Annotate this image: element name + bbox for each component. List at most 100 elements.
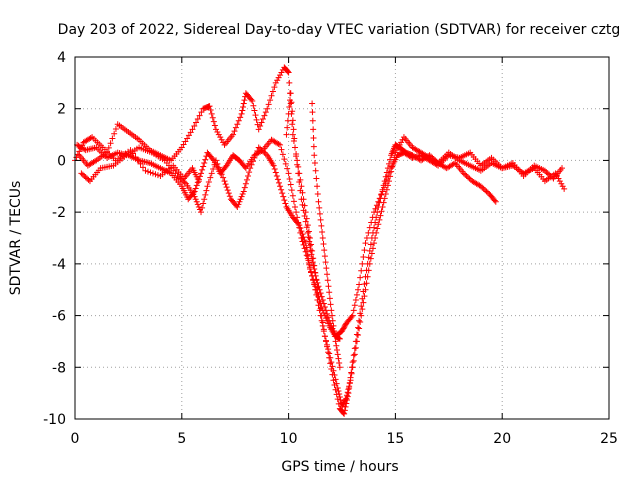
- data-point: [287, 90, 294, 97]
- data-point: [304, 253, 311, 260]
- data-point: [322, 259, 329, 266]
- data-point: [200, 200, 207, 207]
- data-point: [277, 72, 284, 79]
- data-point: [350, 357, 357, 364]
- data-point: [192, 185, 199, 192]
- data-point: [334, 384, 341, 391]
- data-point: [195, 203, 202, 210]
- data-point: [215, 131, 222, 138]
- y-tick-label: -2: [52, 205, 66, 221]
- data-point: [307, 247, 314, 254]
- data-point: [257, 145, 264, 152]
- data-point: [335, 387, 342, 394]
- data-point: [217, 134, 224, 141]
- data-point: [379, 203, 386, 210]
- data-point: [358, 267, 365, 274]
- data-point: [292, 203, 299, 210]
- data-point: [398, 139, 405, 146]
- data-point: [274, 77, 281, 84]
- data-point: [341, 322, 348, 329]
- y-tick-label: 0: [57, 153, 66, 169]
- data-point: [358, 312, 365, 319]
- data-point: [543, 169, 550, 176]
- axis-ticks: 0 5 10 15 20 25 -10 -8 -6 -4 -2 0 2 4: [43, 50, 618, 447]
- data-point: [372, 205, 379, 212]
- data-point: [309, 109, 316, 116]
- data-point: [175, 174, 182, 181]
- data-point: [371, 240, 378, 247]
- data-point: [463, 172, 470, 179]
- data-point: [362, 286, 369, 293]
- data-point: [399, 136, 406, 143]
- data-point: [336, 364, 343, 371]
- data-point: [358, 303, 365, 310]
- data-point: [393, 147, 400, 154]
- data-point: [309, 255, 316, 262]
- data-point: [340, 400, 347, 407]
- data-point: [112, 125, 119, 132]
- data-point: [385, 172, 392, 179]
- data-point: [352, 297, 359, 304]
- data-point: [357, 274, 364, 281]
- data-point: [480, 185, 487, 192]
- data-point: [321, 333, 328, 340]
- data-point: [340, 409, 347, 416]
- data-point: [258, 119, 265, 126]
- data-point: [196, 112, 203, 119]
- data-point: [340, 325, 347, 332]
- data-point: [319, 297, 326, 304]
- data-point: [348, 313, 355, 320]
- data-point: [286, 103, 293, 110]
- data-point: [235, 117, 242, 124]
- data-point: [318, 293, 325, 300]
- x-tick-label: 10: [280, 431, 298, 447]
- data-point: [310, 143, 317, 150]
- data-point: [321, 247, 328, 254]
- data-point: [206, 103, 213, 110]
- data-point: [328, 359, 335, 366]
- data-point: [294, 161, 301, 168]
- data-point: [278, 146, 285, 153]
- data-point: [556, 178, 563, 185]
- data-point: [320, 300, 327, 307]
- data-point: [308, 241, 315, 248]
- data-point: [194, 201, 201, 208]
- data-point: [373, 229, 380, 236]
- data-point: [365, 267, 372, 274]
- data-point: [280, 193, 287, 200]
- data-point: [284, 165, 291, 172]
- data-point: [541, 167, 548, 174]
- data-point: [371, 209, 378, 216]
- data-point: [230, 131, 237, 138]
- data-point: [289, 121, 296, 128]
- data-point: [365, 229, 372, 236]
- plot-frame: [74, 56, 610, 420]
- data-point: [205, 178, 212, 185]
- data-point: [317, 216, 324, 223]
- data-point: [477, 183, 484, 190]
- data-point: [281, 197, 288, 204]
- data-point: [324, 277, 331, 284]
- data-point: [329, 312, 336, 319]
- data-point: [207, 107, 214, 114]
- data-point: [210, 166, 217, 173]
- data-point: [376, 195, 383, 202]
- data-point: [342, 396, 349, 403]
- series-track-4: [283, 90, 343, 342]
- data-point: [225, 190, 232, 197]
- data-point: [271, 166, 278, 173]
- data-point: [285, 170, 292, 177]
- data-point: [79, 171, 86, 178]
- data-points: [72, 64, 568, 417]
- data-point: [275, 74, 282, 81]
- data-point: [546, 171, 553, 178]
- data-point: [282, 160, 289, 167]
- data-point: [326, 350, 333, 357]
- data-point: [271, 84, 278, 91]
- data-point: [311, 160, 318, 167]
- data-point: [339, 328, 345, 335]
- data-point: [264, 105, 271, 112]
- data-point: [327, 301, 334, 308]
- data-point: [316, 286, 323, 293]
